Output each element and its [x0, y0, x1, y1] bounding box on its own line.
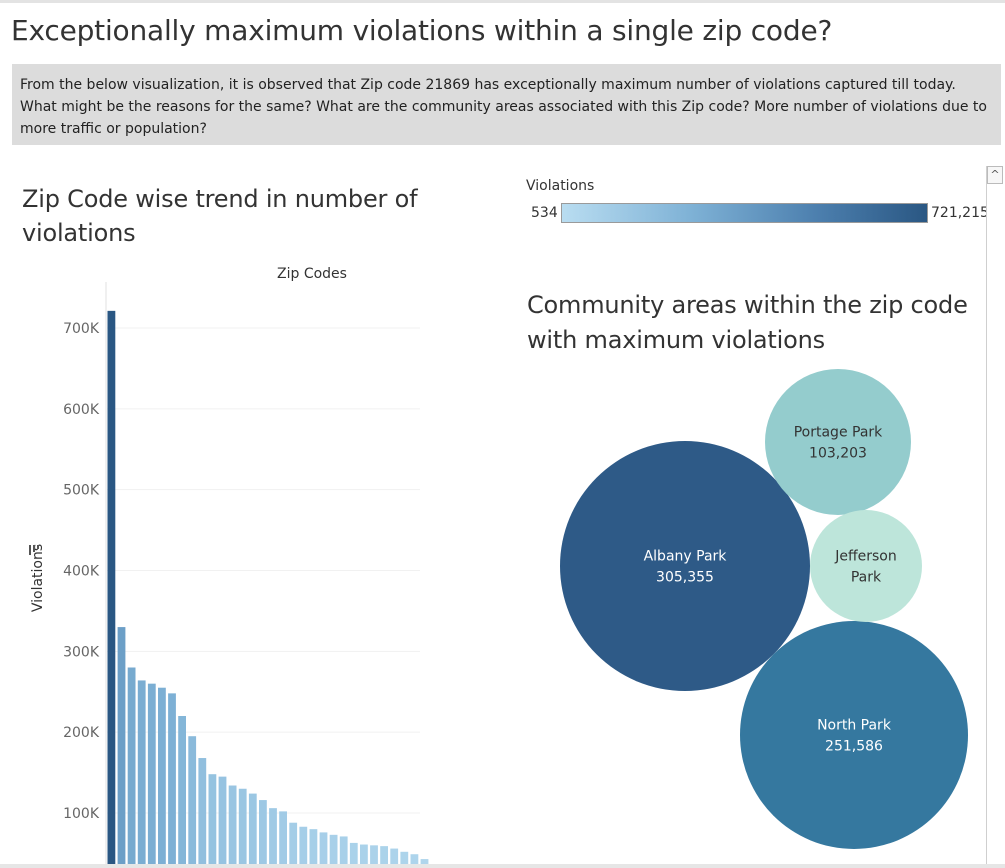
bar[interactable] — [137, 680, 146, 868]
bar-chart: Zip Codes Violations 100K 200K 300K 400K 500… — [29, 266, 429, 868]
bubble-name-label: Albany Park — [644, 549, 728, 565]
question-text: From the below visualization, it is obse… — [12, 64, 1001, 145]
bar[interactable] — [420, 859, 429, 868]
y-tick-label: 600K — [63, 402, 100, 418]
bar[interactable] — [410, 854, 419, 868]
bar[interactable] — [390, 848, 399, 868]
legend-min-label: 534 — [531, 205, 558, 221]
bar[interactable] — [259, 800, 267, 868]
bubble-north-park[interactable] — [740, 621, 968, 849]
legend-color-ramp — [561, 203, 928, 223]
y-tick-label: 100K — [63, 806, 100, 822]
bubble-name-label: Portage Park — [794, 425, 883, 441]
bar[interactable] — [218, 776, 227, 868]
y-axis-title: Violations — [30, 544, 46, 612]
bar[interactable] — [107, 310, 116, 868]
bubble-name-label: Park — [851, 570, 882, 586]
bubble-value-label: 251,586 — [825, 739, 883, 755]
bar[interactable] — [208, 774, 217, 868]
bar[interactable] — [117, 627, 126, 868]
bar[interactable] — [339, 836, 348, 868]
bar[interactable] — [248, 793, 257, 868]
sort-descending-icon[interactable] — [29, 545, 39, 555]
legend-max-label: 721,215 — [931, 205, 986, 221]
x-axis-title: Zip Codes — [277, 266, 347, 282]
bubble-name-label: North Park — [817, 718, 892, 734]
bubble-value-label: 103,203 — [809, 446, 867, 462]
bar[interactable] — [279, 811, 287, 868]
bar[interactable] — [127, 667, 136, 868]
bar[interactable] — [158, 687, 166, 868]
bar[interactable] — [400, 851, 409, 868]
bar-chart-title: Zip Code wise trend in number of violati… — [22, 185, 418, 247]
bar[interactable] — [309, 829, 318, 868]
y-tick-label: 700K — [63, 321, 100, 337]
bar[interactable] — [168, 693, 176, 868]
chevron-up-icon[interactable]: ^ — [987, 166, 1003, 184]
bubble-portage-park[interactable] — [765, 369, 911, 515]
page-title: Exceptionally maximum violations within … — [11, 14, 833, 47]
bar[interactable] — [349, 842, 358, 868]
y-tick-label: 200K — [63, 725, 100, 741]
bar[interactable] — [198, 758, 207, 868]
bar[interactable] — [228, 785, 237, 868]
top-divider — [0, 0, 1005, 3]
y-tick-label: 500K — [63, 483, 100, 499]
bar[interactable] — [188, 736, 197, 868]
bar[interactable] — [380, 846, 388, 868]
y-tick-label: 300K — [63, 644, 100, 660]
bubble-value-label: 305,355 — [656, 570, 714, 586]
bubble-chart-title: Community areas within the zip code with… — [527, 291, 968, 354]
y-tick-label: 400K — [63, 564, 100, 580]
bar[interactable] — [299, 826, 308, 868]
bubble-name-label: Jefferson — [834, 549, 897, 565]
bar[interactable] — [238, 788, 247, 868]
bottom-divider — [0, 864, 1005, 868]
bubble-albany-park[interactable] — [560, 441, 810, 691]
bar[interactable] — [147, 683, 156, 868]
bar[interactable] — [269, 808, 277, 868]
bar[interactable] — [319, 832, 328, 868]
bar[interactable] — [329, 834, 338, 868]
bar[interactable] — [289, 822, 298, 868]
bar[interactable] — [360, 844, 368, 868]
bubble-jefferson-park[interactable] — [810, 510, 922, 622]
vertical-scrollbar[interactable]: ^ — [986, 166, 1003, 866]
legend-title: Violations — [526, 178, 595, 194]
bar[interactable] — [370, 845, 378, 868]
bar[interactable] — [178, 716, 186, 868]
